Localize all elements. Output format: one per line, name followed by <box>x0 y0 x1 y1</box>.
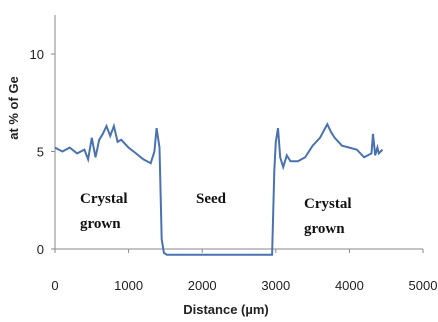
axes <box>51 15 424 253</box>
region-label-line1: Crystal <box>304 196 352 212</box>
region-labels: Crystal grown Seed Crystal grown <box>80 191 352 237</box>
x-tick-label: 3000 <box>261 278 290 293</box>
y-tick-label: 5 <box>37 145 44 160</box>
region-label-line1: Crystal <box>80 191 128 207</box>
y-tick-label: 10 <box>30 47 44 62</box>
x-tick-label: 5000 <box>409 278 438 293</box>
region-label-line2: grown <box>304 221 345 237</box>
series-line <box>54 121 384 256</box>
x-tick-label: 4000 <box>335 278 364 293</box>
x-tick-label: 0 <box>51 278 58 293</box>
x-tick-label: 2000 <box>188 278 217 293</box>
x-axis-title: Distance (µm) <box>183 302 269 317</box>
region-label-line1: Seed <box>196 191 227 207</box>
region-label-line2: grown <box>80 216 121 232</box>
y-tick-label: 0 <box>37 242 44 257</box>
x-tick-label: 1000 <box>114 278 143 293</box>
tick-labels: 0 1000 2000 3000 4000 5000 0 5 10 <box>30 47 438 293</box>
y-axis-title: at % of Ge <box>6 76 21 140</box>
